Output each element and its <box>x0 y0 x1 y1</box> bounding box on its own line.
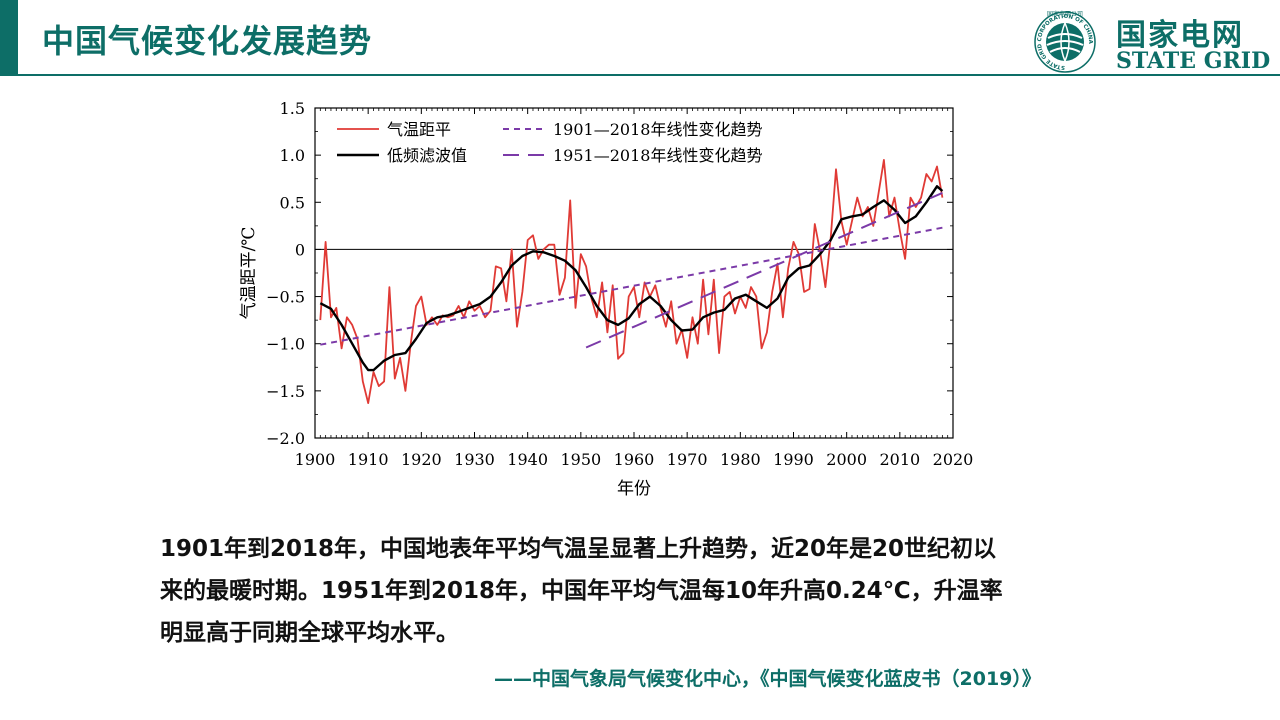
header-accent-bar <box>0 0 18 76</box>
summary-paragraph: 1901年到2018年，中国地表年平均气温呈显著上升趋势，近20年是20世纪初以… <box>160 528 1140 654</box>
x-axis-label: 年份 <box>617 479 651 499</box>
y-tick-label: −0.5 <box>266 288 305 307</box>
header-divider <box>0 74 1280 76</box>
summary-line-2: 来的最暖时期。1951年到2018年，中国年平均气温每10年升高0.24℃，升温… <box>160 578 1003 604</box>
x-tick-label: 2020 <box>933 450 974 469</box>
legend-label-2: 1901—2018年线性变化趋势 <box>553 120 762 139</box>
source-citation: ——中国气象局气候变化中心，《中国气候变化蓝皮书（2019）》 <box>494 668 1041 690</box>
x-tick-label: 1960 <box>614 450 655 469</box>
temperature-anomaly-chart: 1900 1910 1920 1930 1940 1950 1960 1970 1980 1990… <box>239 99 974 499</box>
legend-label-1: 低频滤波值 <box>387 146 467 165</box>
x-tick-label: 1940 <box>507 450 548 469</box>
legend-label-3: 1951—2018年线性变化趋势 <box>553 146 762 165</box>
x-tick-label: 1930 <box>454 450 495 469</box>
plot-frame <box>314 107 954 439</box>
page-title: 中国气候变化发展趋势 <box>42 22 373 60</box>
summary-line-1: 1901年到2018年，中国地表年平均气温呈显著上升趋势，近20年是20世纪初以 <box>160 536 997 562</box>
x-tick-label: 1910 <box>348 450 389 469</box>
y-tick-label: 1.0 <box>280 146 305 165</box>
x-tick-label: 1980 <box>720 450 761 469</box>
y-tick-label: 1.5 <box>280 99 305 118</box>
y-tick-label: 0.5 <box>280 193 305 212</box>
summary-line-3: 明显高于同期全球平均水平。 <box>160 620 459 646</box>
logo-english-name: STATE GRID <box>1116 48 1271 74</box>
x-tick-label: 1950 <box>560 450 601 469</box>
y-tick-label: −2.0 <box>266 429 305 448</box>
x-tick-label: 2010 <box>879 450 920 469</box>
x-tick-label: 1920 <box>401 450 442 469</box>
x-tick-label: 1990 <box>773 450 814 469</box>
y-tick-label: 0 <box>295 240 305 259</box>
x-tick-label: 2000 <box>826 450 867 469</box>
state-grid-globe-icon: STATE GRID CORPORATION OF CHINA 国家电网公司 <box>1034 10 1096 73</box>
x-tick-label: 1900 <box>295 450 336 469</box>
series-line-1 <box>319 185 944 372</box>
y-axis-label: 气温距平/℃ <box>239 227 259 320</box>
logo-chinese-name: 国家电网 <box>1116 18 1244 53</box>
x-tick-label: 1970 <box>667 450 708 469</box>
y-tick-label: −1.0 <box>266 335 305 354</box>
legend-label-0: 气温距平 <box>387 120 451 139</box>
y-tick-label: −1.5 <box>266 382 305 401</box>
series-line-0 <box>319 159 944 405</box>
series-line-3 <box>585 191 943 349</box>
logo-top-text: 国家电网公司 <box>1047 10 1083 18</box>
state-grid-logo: STATE GRID CORPORATION OF CHINA 国家电网公司 国… <box>1022 8 1272 74</box>
